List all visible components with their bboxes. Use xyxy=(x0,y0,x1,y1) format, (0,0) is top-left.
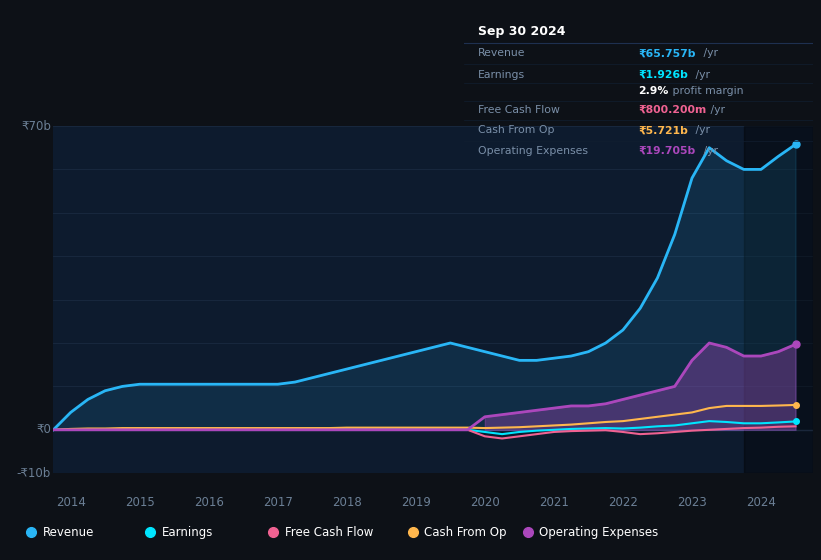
Text: Earnings: Earnings xyxy=(162,526,213,539)
Text: /yr: /yr xyxy=(699,48,718,58)
Text: Free Cash Flow: Free Cash Flow xyxy=(478,105,560,115)
Text: Operating Expenses: Operating Expenses xyxy=(478,146,588,156)
Text: Earnings: Earnings xyxy=(478,70,525,80)
Text: -₹10b: -₹10b xyxy=(16,466,51,480)
Text: 2020: 2020 xyxy=(470,496,500,508)
Text: 2014: 2014 xyxy=(56,496,85,508)
Text: ₹0: ₹0 xyxy=(36,423,51,436)
Text: /yr: /yr xyxy=(692,125,710,136)
Text: ₹1.926b: ₹1.926b xyxy=(639,70,688,80)
Text: /yr: /yr xyxy=(708,105,726,115)
Text: /yr: /yr xyxy=(692,70,710,80)
Text: 2016: 2016 xyxy=(194,496,223,508)
Text: 2023: 2023 xyxy=(677,496,707,508)
Text: Cash From Op: Cash From Op xyxy=(478,125,554,136)
Text: 2.9%: 2.9% xyxy=(639,86,668,96)
Text: 2022: 2022 xyxy=(608,496,638,508)
Text: 2024: 2024 xyxy=(746,496,776,508)
Text: Free Cash Flow: Free Cash Flow xyxy=(285,526,374,539)
Text: /yr: /yr xyxy=(699,146,718,156)
Text: Operating Expenses: Operating Expenses xyxy=(539,526,658,539)
Text: Revenue: Revenue xyxy=(478,48,525,58)
Text: 2019: 2019 xyxy=(401,496,431,508)
Bar xyxy=(744,126,813,473)
Text: ₹5.721b: ₹5.721b xyxy=(639,125,688,136)
Text: 2015: 2015 xyxy=(125,496,154,508)
Text: profit margin: profit margin xyxy=(669,86,744,96)
Text: 2018: 2018 xyxy=(332,496,362,508)
Text: Sep 30 2024: Sep 30 2024 xyxy=(478,25,566,38)
Text: Revenue: Revenue xyxy=(43,526,94,539)
Text: ₹19.705b: ₹19.705b xyxy=(639,146,695,156)
Text: ₹70b: ₹70b xyxy=(21,119,51,133)
Text: ₹800.200m: ₹800.200m xyxy=(639,105,707,115)
Text: Cash From Op: Cash From Op xyxy=(424,526,507,539)
Text: 2021: 2021 xyxy=(539,496,569,508)
Text: 2017: 2017 xyxy=(263,496,292,508)
Text: ₹65.757b: ₹65.757b xyxy=(639,48,696,58)
